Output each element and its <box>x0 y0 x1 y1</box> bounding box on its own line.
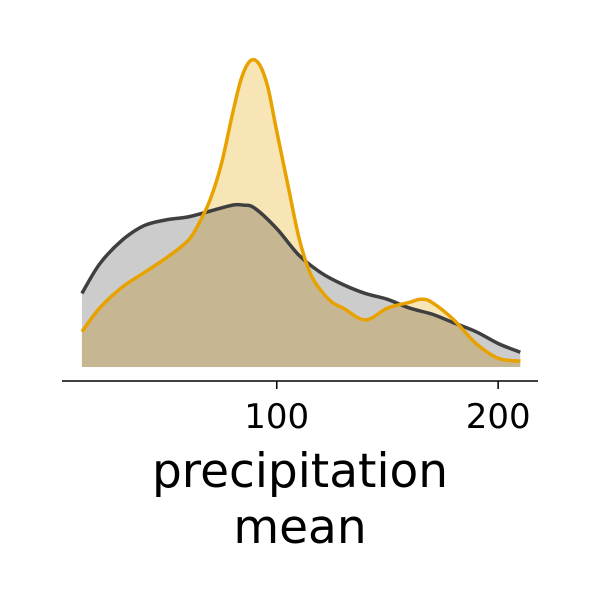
density-line-1 <box>80 202 521 354</box>
x-axis-ticks: 100 200 <box>244 381 531 437</box>
density-area-2 <box>81 59 521 367</box>
x-tick-label: 200 <box>466 397 531 437</box>
density-lines <box>80 57 521 363</box>
x-axis-label-line-1: precipitation <box>152 444 448 499</box>
density-line-2 <box>80 57 521 363</box>
density-areas <box>81 59 521 367</box>
x-tick-label: 100 <box>244 397 309 437</box>
x-axis-label-line-2: mean <box>233 500 366 555</box>
